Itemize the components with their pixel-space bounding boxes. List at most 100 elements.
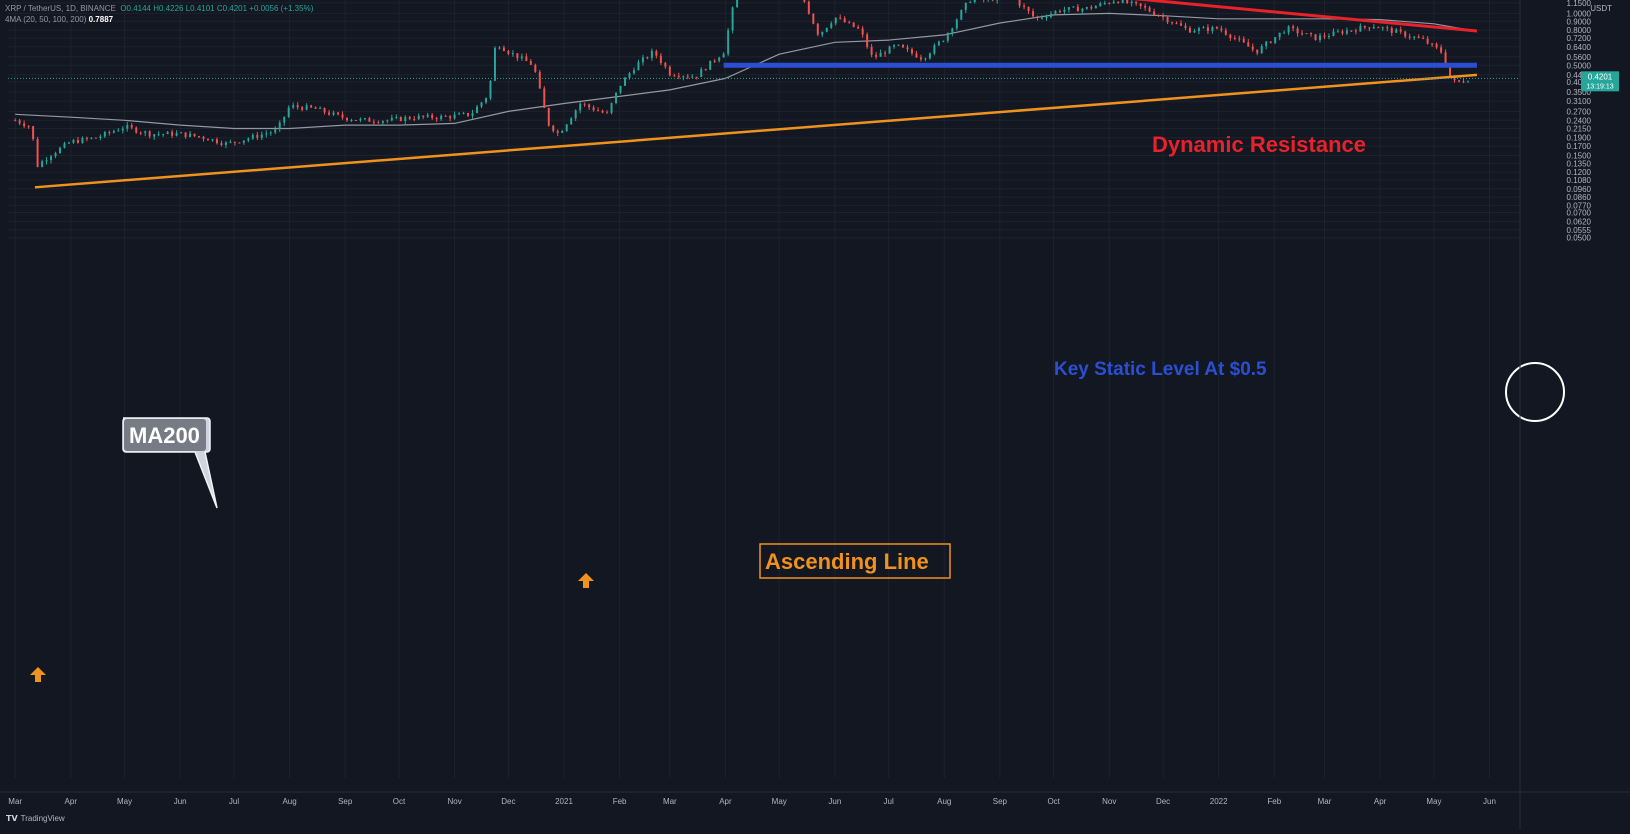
y-tick-label: 0.1080 bbox=[1567, 176, 1592, 185]
candle-body bbox=[265, 133, 267, 134]
candle-body bbox=[1238, 38, 1240, 39]
candle-body bbox=[1144, 6, 1146, 8]
candle-body bbox=[400, 117, 402, 121]
candle-body bbox=[951, 28, 953, 33]
candle-body bbox=[1301, 33, 1303, 34]
candle-body bbox=[969, 2, 971, 3]
candle-body bbox=[727, 30, 729, 53]
candle-body bbox=[203, 137, 205, 139]
candle-body bbox=[288, 108, 290, 117]
x-tick-label: Jun bbox=[174, 797, 187, 806]
candle-body bbox=[409, 117, 411, 119]
candle-body bbox=[705, 69, 707, 70]
currency-label: USDT bbox=[1590, 4, 1612, 13]
candle-body bbox=[1184, 26, 1186, 28]
candle-body bbox=[557, 131, 559, 133]
candle-body bbox=[324, 108, 326, 112]
candle-body bbox=[1077, 7, 1079, 12]
x-tick-label: Oct bbox=[1047, 797, 1060, 806]
candle-body bbox=[1193, 31, 1195, 33]
up-arrow-icon bbox=[578, 573, 594, 588]
candle-body bbox=[1090, 7, 1092, 8]
candle-body bbox=[1229, 35, 1231, 38]
dynamic-resistance-line[interactable] bbox=[740, 0, 1477, 31]
dynamic-resistance-label: Dynamic Resistance bbox=[1152, 132, 1366, 157]
candle-body bbox=[848, 22, 850, 23]
y-tick-label: 0.0700 bbox=[1567, 209, 1592, 218]
candle-body bbox=[965, 3, 967, 10]
candle-body bbox=[454, 115, 456, 119]
y-tick-label: 0.1700 bbox=[1567, 142, 1592, 151]
y-tick-label: 0.3100 bbox=[1567, 97, 1592, 106]
candle-body bbox=[337, 113, 339, 115]
candle-body bbox=[1449, 66, 1451, 77]
candle-body bbox=[1252, 47, 1254, 50]
candle-body bbox=[915, 53, 917, 57]
candle-body bbox=[1117, 2, 1119, 3]
candle-body bbox=[1270, 42, 1272, 43]
x-tick-label: Feb bbox=[613, 797, 627, 806]
candle-body bbox=[548, 108, 550, 126]
candle-body bbox=[615, 93, 617, 103]
candle-body bbox=[149, 131, 151, 136]
candle-body bbox=[880, 53, 882, 57]
candle-body bbox=[1158, 15, 1160, 16]
indicator-title[interactable]: 4MA (20, 50, 100, 200) bbox=[5, 15, 86, 24]
candle-body bbox=[301, 107, 303, 110]
y-tick-label: 0.0500 bbox=[1567, 234, 1592, 243]
candle-body bbox=[355, 120, 357, 121]
candle-body bbox=[570, 118, 572, 124]
candle-body bbox=[1436, 44, 1438, 48]
candle-body bbox=[1440, 47, 1442, 52]
candle-body bbox=[122, 129, 124, 131]
candle-body bbox=[306, 105, 308, 109]
y-tick-label: 0.5000 bbox=[1567, 61, 1592, 70]
candle-body bbox=[1297, 28, 1299, 33]
x-tick-label: Dec bbox=[501, 797, 515, 806]
candle-body bbox=[126, 125, 128, 129]
candle-body bbox=[1162, 16, 1164, 17]
candle-body bbox=[1413, 37, 1415, 38]
candle-body bbox=[41, 161, 43, 167]
candle-body bbox=[714, 61, 716, 62]
candle-body bbox=[1323, 36, 1325, 37]
symbol-title[interactable]: XRP / TetherUS, 1D, BINANCE bbox=[5, 4, 116, 13]
candle-body bbox=[960, 10, 962, 20]
candle-body bbox=[898, 45, 900, 46]
ascending-line-label: Ascending Line bbox=[765, 549, 929, 574]
candle-body bbox=[911, 49, 913, 53]
candle-body bbox=[866, 35, 868, 47]
candle-body bbox=[328, 112, 330, 114]
candle-body bbox=[889, 47, 891, 54]
candle-body bbox=[512, 53, 514, 54]
candle-body bbox=[530, 61, 532, 65]
x-tick-label: Aug bbox=[937, 797, 951, 806]
candle-body bbox=[646, 57, 648, 58]
candle-body bbox=[929, 53, 931, 58]
candle-body bbox=[364, 118, 366, 119]
candle-body bbox=[516, 53, 518, 58]
candle-body bbox=[315, 107, 317, 108]
candle-body bbox=[1377, 27, 1379, 28]
candle-body bbox=[216, 139, 218, 143]
candle-body bbox=[1391, 28, 1393, 33]
candle-body bbox=[1122, 0, 1124, 3]
y-tick-label: 0.9000 bbox=[1567, 17, 1592, 26]
candle-body bbox=[1341, 31, 1343, 33]
candle-body bbox=[90, 138, 92, 139]
y-tick-label: 0.1350 bbox=[1567, 159, 1592, 168]
candle-body bbox=[566, 124, 568, 131]
x-tick-label: Nov bbox=[1102, 797, 1116, 806]
candle-body bbox=[292, 105, 294, 107]
candle-body bbox=[77, 140, 79, 143]
x-tick-label: May bbox=[772, 797, 787, 806]
candle-body bbox=[274, 129, 276, 132]
ohlc-values: O0.4144 H0.4226 L0.4101 C0.4201 +0.0056 … bbox=[120, 4, 313, 13]
candle-body bbox=[1373, 27, 1375, 28]
ma200-callout-label: MA200 bbox=[129, 423, 200, 448]
candle-body bbox=[682, 76, 684, 77]
candle-body bbox=[176, 133, 178, 136]
